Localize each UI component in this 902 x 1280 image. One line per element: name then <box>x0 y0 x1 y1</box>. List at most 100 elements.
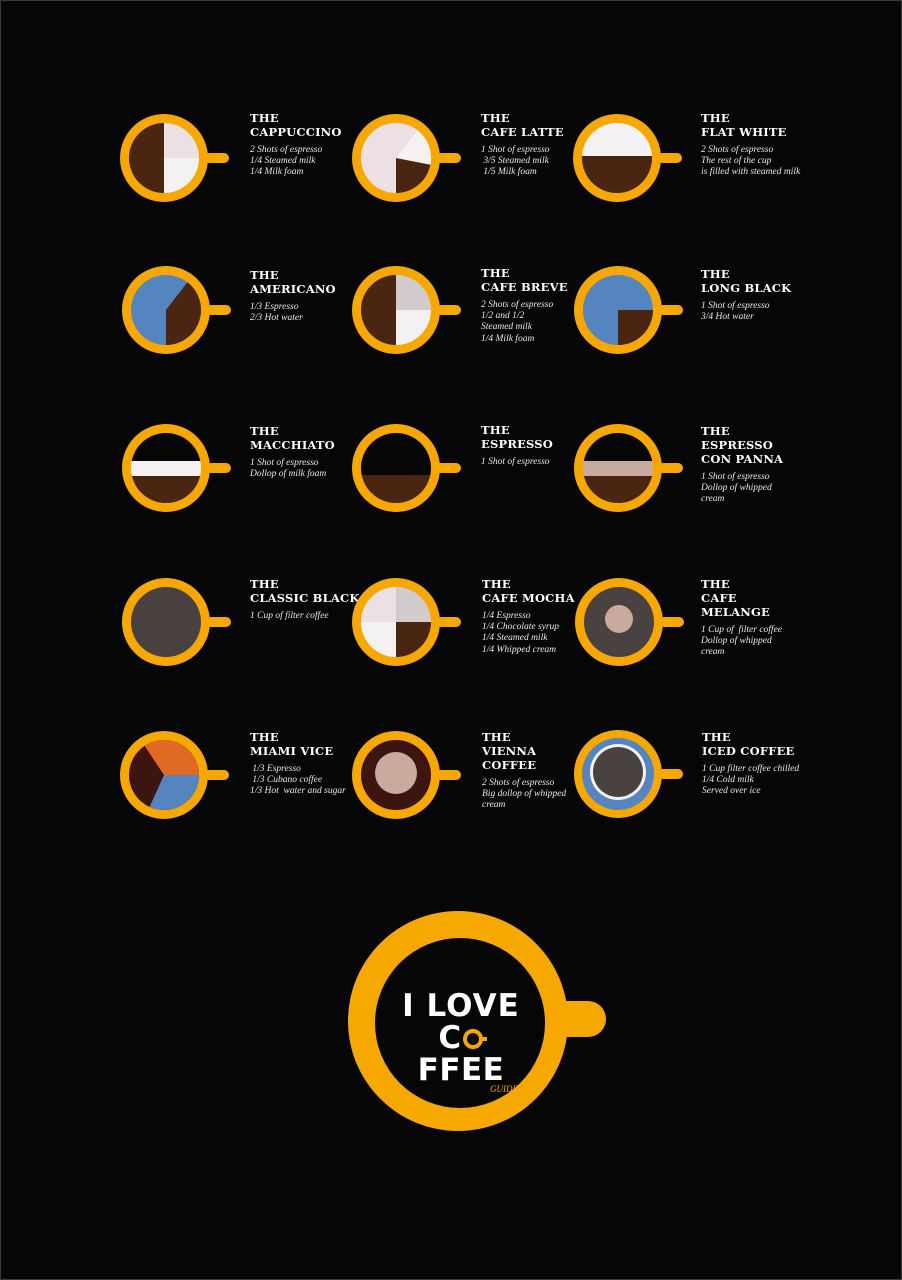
ingredient-line: 2 Shots of espresso <box>481 300 554 310</box>
ingredient-line: 1/2 and 1/2 <box>481 311 525 322</box>
logo-letter-c: C <box>438 1020 462 1056</box>
ingredient-line: is filled with steamed milk <box>701 167 801 178</box>
classic-black-cup-icon <box>122 575 232 675</box>
drink-ingredients: 2 Shots of espresso Big dollop of whippe… <box>482 778 607 812</box>
ingredient-line: Big dollop of whipped <box>482 789 567 800</box>
ingredient-line: 1/4 Steamed milk <box>250 156 316 167</box>
logo-wordmark: I LOVE CFFEE GUIDE <box>396 990 526 1094</box>
drink-ingredients: 2 Shots of espresso 1/4 Steamed milk 1/4… <box>250 145 375 179</box>
drink-ingredients: 2 Shots of espresso The rest of the cup … <box>701 145 826 179</box>
drink-info-cappuccino: THE CAPPUCCINO 2 Shots of espresso 1/4 S… <box>250 111 375 179</box>
ingredient-line: cream <box>701 647 725 658</box>
drink-ingredients: 1 Shot of espresso 3/5 Steamed milk 1/5 … <box>481 145 606 179</box>
drink-title: THE CAFE MOCHA <box>482 577 575 605</box>
drink-ingredients: 1/3 Espresso 1/3 Cubano coffee 1/3 Hot w… <box>250 764 375 798</box>
drink-title: THE CAFE BREVE <box>481 266 568 294</box>
ingredient-line: 1/4 Espresso <box>482 611 531 621</box>
ingredient-line: 2 Shots of espresso <box>701 145 774 155</box>
ingredient-line: 1 Shot of espresso <box>250 458 319 468</box>
ingredient-line: 1 Shot of espresso <box>481 145 550 155</box>
vienna-coffee-cup-icon <box>352 728 462 828</box>
drink-title: THE LONG BLACK <box>701 267 792 295</box>
ingredient-line: 1/4 Milk foam <box>250 167 304 178</box>
drink-ingredients: 1 Shot of espresso Dollop of milk foam <box>250 458 375 480</box>
drink-info-cafe-latte: THE CAFE LATTE 1 Shot of espresso 3/5 St… <box>481 111 606 179</box>
long-black-cup-icon <box>574 263 684 363</box>
drink-title: THE AMERICANO <box>250 268 336 296</box>
logo-cup-icon <box>340 905 610 1140</box>
ingredient-line: 3/5 Steamed milk <box>481 156 549 167</box>
espresso-con-panna-cup-icon <box>574 421 684 521</box>
ingredient-line: 1/3 Espresso <box>250 302 299 312</box>
macchiato-cup-icon <box>122 421 232 521</box>
drink-title: THE CAFE LATTE <box>481 111 564 139</box>
drink-info-iced-coffee: THE ICED COFFEE 1 Cup filter coffee chil… <box>702 730 827 798</box>
ingredient-line: The rest of the cup <box>701 156 772 167</box>
espresso-cup-icon <box>352 421 462 521</box>
drink-title: THE ESPRESSO <box>481 423 554 451</box>
ingredient-line: 1/4 Chocolate syrup <box>482 622 560 633</box>
logo-mini-cup-icon <box>462 1029 487 1049</box>
drink-info-long-black: THE LONG BLACK 1 Shot of espresso 3/4 Ho… <box>701 267 826 323</box>
ingredient-line: cream <box>482 800 506 811</box>
ingredient-line: 1 Cup of filter coffee <box>250 611 329 621</box>
drink-info-flat-white: THE FLAT WHITE 2 Shots of espresso The r… <box>701 111 826 179</box>
ingredient-line: Served over ice <box>702 786 761 797</box>
drink-info-miami-vice: THE MIAMI VICE 1/3 Espresso 1/3 Cubano c… <box>250 730 375 798</box>
ingredient-line: 1/4 Cold milk <box>702 775 754 786</box>
ingredient-line: 3/4 Hot water <box>701 312 754 323</box>
drink-info-espresso: THE ESPRESSO 1 Shot of espresso <box>481 423 606 468</box>
ingredient-line: 1/3 Cubano coffee <box>250 775 323 786</box>
cafe-breve-cup-icon <box>352 263 462 363</box>
ingredient-line: Steamed milk <box>481 322 532 333</box>
ingredient-line: 1 Shot of espresso <box>701 472 770 482</box>
drink-ingredients: 1 Cup of filter coffee <box>250 611 375 622</box>
miami-vice-cup-icon <box>120 728 230 828</box>
drink-info-cafe-breve: THE CAFE BREVE 2 Shots of espresso 1/2 a… <box>481 266 606 345</box>
drink-ingredients: 1 Shot of espresso 3/4 Hot water <box>701 301 826 323</box>
logo-line-two: CFFEE <box>396 1022 526 1086</box>
ingredient-line: 1/4 Whipped cream <box>482 644 557 655</box>
ingredient-line: 1 Shot of espresso <box>481 457 550 467</box>
drink-ingredients: 1 Shot of espresso <box>481 457 606 468</box>
ingredient-line: 1/4 Milk foam <box>481 333 535 344</box>
drink-info-vienna-coffee: THE VIENNA COFFEE 2 Shots of espresso Bi… <box>482 730 607 812</box>
logo-subtitle: GUIDE <box>490 1084 518 1094</box>
iced-coffee-cup-icon <box>574 727 684 827</box>
drink-title: THE VIENNA COFFEE <box>482 730 537 772</box>
ingredient-line: 2 Shots of espresso <box>250 145 323 155</box>
drink-info-americano: THE AMERICANO 1/3 Espresso 2/3 Hot water <box>250 268 375 324</box>
drink-title: THE ICED COFFEE <box>702 730 795 758</box>
drink-title: THE FLAT WHITE <box>701 111 787 139</box>
drink-info-espresso-con-panna: THE ESPRESSO CON PANNA 1 Shot of espress… <box>701 424 826 506</box>
drink-title: THE CLASSIC BLACK <box>250 577 360 605</box>
ingredient-line: 1 Shot of espresso <box>701 301 770 311</box>
drink-ingredients: 1 Shot of espresso Dollop of whipped cre… <box>701 472 826 506</box>
drink-ingredients: 2 Shots of espresso 1/2 and 1/2 Steamed … <box>481 300 606 345</box>
drink-title: THE CAFE MELANGE <box>701 577 771 619</box>
drink-ingredients: 1 Cup filter coffee chilled 1/4 Cold mil… <box>702 764 827 798</box>
ingredient-line: Dollop of milk foam <box>250 469 327 480</box>
drink-title: THE MIAMI VICE <box>250 730 334 758</box>
flat-white-cup-icon <box>573 111 683 211</box>
ingredient-line: Dollop of whipped <box>701 636 772 647</box>
ingredient-line: 1 Cup filter coffee chilled <box>702 764 800 774</box>
drink-info-cafe-mocha: THE CAFE MOCHA 1/4 Espresso 1/4 Chocolat… <box>482 577 607 656</box>
logo-line-one: I LOVE <box>402 988 520 1024</box>
ingredient-line: 1/3 Espresso <box>250 764 301 774</box>
cafe-latte-cup-icon <box>352 111 462 211</box>
ingredient-line: 1/5 Milk foam <box>481 167 537 178</box>
drink-title: THE MACCHIATO <box>250 424 335 452</box>
ingredient-line: Dollop of whipped <box>701 483 772 494</box>
drink-ingredients: 1 Cup of filter coffee Dollop of whipped… <box>701 625 826 659</box>
ingredient-line: 1 Cup of filter coffee <box>701 625 783 635</box>
ingredient-line: 2/3 Hot water <box>250 313 303 324</box>
ingredient-line: 2 Shots of espresso <box>482 778 555 788</box>
drink-ingredients: 1/4 Espresso 1/4 Chocolate syrup 1/4 Ste… <box>482 611 607 656</box>
drink-title: THE CAPPUCCINO <box>250 111 342 139</box>
drink-info-classic-black: THE CLASSIC BLACK 1 Cup of filter coffee <box>250 577 375 622</box>
ingredient-line: 1/4 Steamed milk <box>482 633 548 644</box>
drink-info-macchiato: THE MACCHIATO 1 Shot of espresso Dollop … <box>250 424 375 480</box>
cafe-melange-cup-icon <box>575 575 685 675</box>
drink-ingredients: 1/3 Espresso 2/3 Hot water <box>250 302 375 324</box>
